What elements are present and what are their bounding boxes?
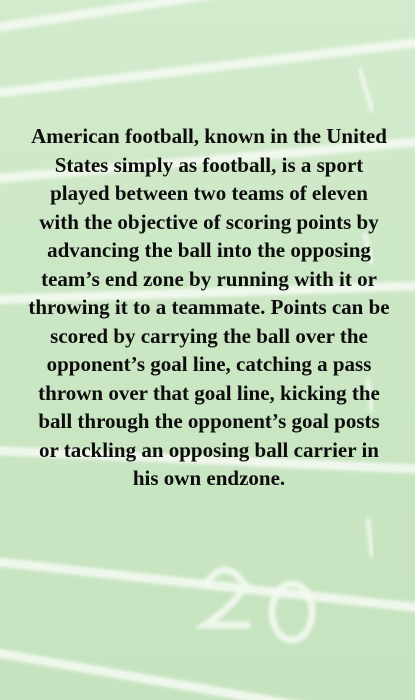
article-text: American football, known in the United S… (28, 124, 390, 490)
yard-number (193, 566, 316, 644)
hash-marks (357, 67, 375, 558)
